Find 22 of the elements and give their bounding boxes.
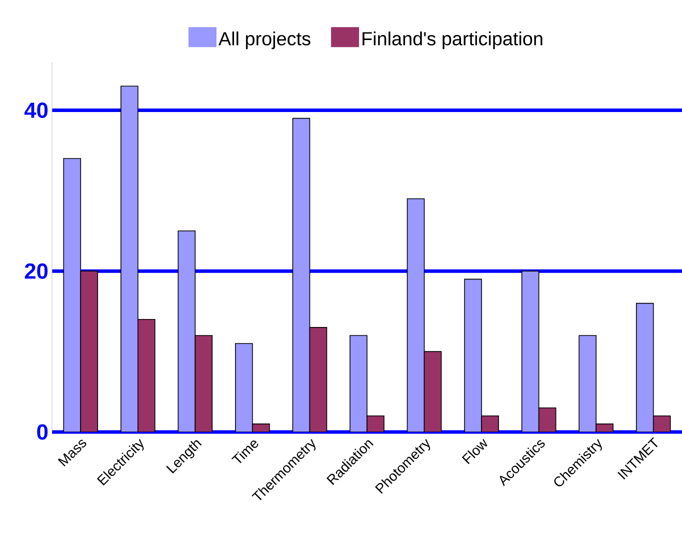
legend-label: All projects — [218, 32, 310, 50]
bar — [522, 271, 539, 432]
legend-label: Finland's participation — [362, 32, 542, 50]
bar — [178, 230, 196, 432]
bar — [579, 335, 596, 432]
bar — [350, 335, 368, 432]
y-tick-label: 20 — [24, 263, 48, 279]
bar — [636, 302, 654, 432]
bar — [424, 352, 442, 432]
bar — [292, 118, 310, 432]
y-tick-label: 0 — [37, 424, 48, 440]
bar — [407, 198, 424, 432]
bar — [138, 319, 155, 432]
bar — [310, 327, 327, 432]
bar — [80, 271, 98, 432]
bar — [120, 86, 138, 432]
bar — [64, 158, 81, 432]
bar — [464, 279, 482, 432]
bar — [538, 408, 556, 432]
y-tick-label: 40 — [24, 102, 48, 118]
bar — [235, 344, 252, 432]
bar — [195, 335, 212, 432]
